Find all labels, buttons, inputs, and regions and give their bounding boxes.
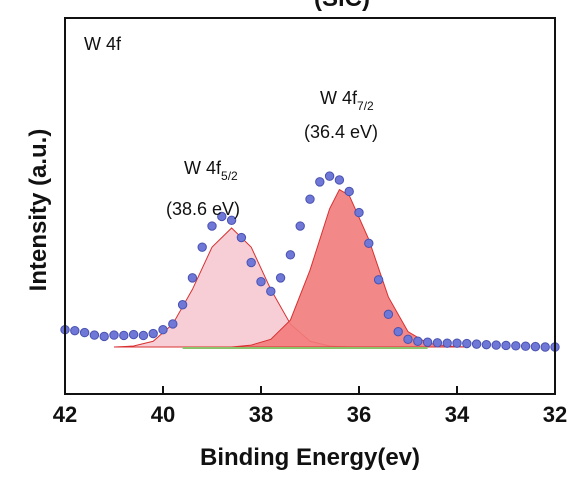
data-point bbox=[236, 232, 247, 243]
data-point bbox=[393, 326, 403, 337]
data-point bbox=[158, 325, 168, 335]
data-point bbox=[383, 309, 394, 320]
data-point bbox=[403, 334, 413, 345]
x-tick-label: 38 bbox=[249, 402, 273, 427]
data-point bbox=[422, 337, 433, 347]
data-point bbox=[168, 319, 178, 329]
data-point bbox=[275, 273, 286, 283]
data-point bbox=[491, 340, 501, 350]
data-point bbox=[217, 211, 227, 222]
data-points-layer bbox=[60, 171, 560, 352]
data-point bbox=[344, 186, 354, 197]
data-point bbox=[354, 207, 364, 218]
y-axis-title: Intensity (a.u.) bbox=[25, 129, 52, 292]
data-point bbox=[109, 330, 119, 340]
chart-title-partial: (SiC) bbox=[314, 0, 370, 12]
data-point bbox=[119, 330, 129, 341]
data-point bbox=[207, 221, 217, 231]
annotation-peak-5-2: W 4f5/2 bbox=[184, 158, 238, 183]
data-point bbox=[373, 275, 384, 285]
annotation-peak-7-2-energy: (36.4 eV) bbox=[304, 122, 378, 142]
data-point bbox=[432, 338, 443, 348]
plot-frame bbox=[64, 17, 556, 395]
data-point bbox=[334, 175, 345, 185]
data-point bbox=[246, 257, 256, 268]
x-axis-title: Binding Energy(ev) bbox=[200, 444, 420, 471]
data-point bbox=[197, 242, 207, 252]
annotation-peak-7-2-sub: 7/2 bbox=[357, 99, 374, 113]
data-point bbox=[462, 338, 472, 349]
data-point bbox=[520, 341, 531, 351]
x-tick-label: 34 bbox=[445, 402, 470, 427]
data-point bbox=[471, 339, 482, 349]
data-point bbox=[481, 339, 492, 350]
data-point bbox=[305, 194, 315, 204]
data-point bbox=[442, 338, 452, 348]
x-tick-label: 40 bbox=[151, 402, 175, 427]
data-point bbox=[148, 328, 158, 339]
panel-label: W 4f bbox=[84, 34, 122, 54]
data-point bbox=[452, 338, 462, 348]
data-point bbox=[540, 342, 550, 352]
data-point bbox=[511, 341, 521, 351]
x-tick-label: 42 bbox=[53, 402, 77, 427]
annotation-peak-5-2-sub: 5/2 bbox=[221, 169, 238, 183]
data-point bbox=[226, 215, 237, 225]
data-point bbox=[315, 177, 325, 187]
data-point bbox=[138, 330, 149, 341]
x-tick-label: 36 bbox=[347, 402, 371, 427]
data-point bbox=[530, 341, 541, 352]
data-point bbox=[187, 273, 198, 283]
data-point bbox=[89, 330, 100, 340]
data-point bbox=[177, 300, 188, 310]
annotation-peak-7-2: W 4f7/2 bbox=[320, 88, 374, 113]
data-point bbox=[70, 325, 80, 336]
data-point bbox=[413, 336, 423, 346]
data-point bbox=[324, 171, 335, 181]
annotation-peak-5-2-energy: (38.6 eV) bbox=[166, 199, 240, 219]
data-point bbox=[256, 277, 266, 287]
data-point bbox=[99, 331, 109, 342]
data-point bbox=[285, 250, 296, 260]
data-point bbox=[364, 238, 374, 249]
annotation-peak-7-2-main: W 4f bbox=[320, 88, 358, 108]
data-point bbox=[501, 340, 511, 351]
annotation-peak-5-2-main: W 4f bbox=[184, 158, 222, 178]
data-point bbox=[128, 329, 139, 340]
x-tick-label: 32 bbox=[543, 402, 567, 427]
data-point bbox=[295, 221, 305, 231]
data-point bbox=[79, 327, 90, 338]
data-point bbox=[266, 286, 276, 297]
x-ticks: 42 40 38 36 34 32 bbox=[53, 386, 567, 427]
